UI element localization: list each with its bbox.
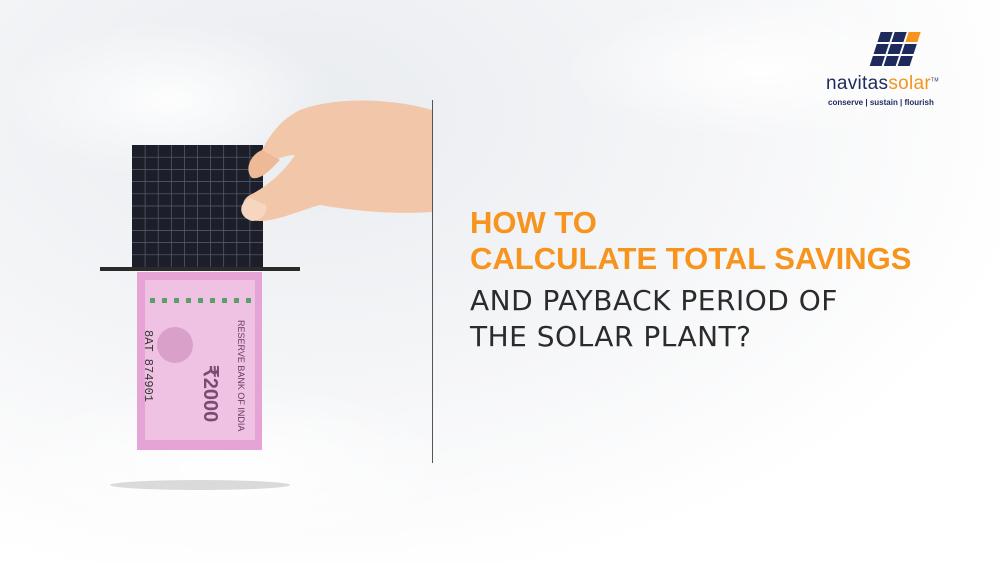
shadow xyxy=(110,480,290,490)
solar-panel xyxy=(132,145,263,267)
logo-tagline: conserve | sustain | flourish xyxy=(828,98,934,107)
logo-wordmark: navitassolarTM xyxy=(826,73,939,95)
banknote: RESERVE BANK OF INDIA ₹2000 8AT 874901 xyxy=(137,272,262,450)
cloud xyxy=(560,0,960,140)
divider-line xyxy=(432,100,433,463)
headline-line-1: HOW TO xyxy=(470,205,597,240)
headline-line-3: AND PAYBACK PERIOD OF xyxy=(470,284,838,317)
solar-panel-logo-icon xyxy=(869,32,921,66)
headline-line-2: CALCULATE TOTAL SAVINGS xyxy=(470,241,912,276)
banknote-serial: 8AT 874901 xyxy=(141,330,155,402)
slot-shelf xyxy=(100,267,300,271)
logo-name-part1: navitas xyxy=(826,73,889,94)
navitas-solar-logo: navitassolarTM conserve | sustain | flou… xyxy=(826,28,976,128)
banknote-value: ₹2000 xyxy=(199,365,221,422)
logo-name-part2: solar xyxy=(888,73,931,94)
trademark: TM xyxy=(931,77,939,84)
headline-line-4: THE SOLAR PLANT? xyxy=(470,320,752,353)
banknote-text: RESERVE BANK OF INDIA xyxy=(236,320,246,431)
headline: HOW TO CALCULATE TOTAL SAVINGS AND PAYBA… xyxy=(470,205,970,355)
hand xyxy=(241,100,432,222)
